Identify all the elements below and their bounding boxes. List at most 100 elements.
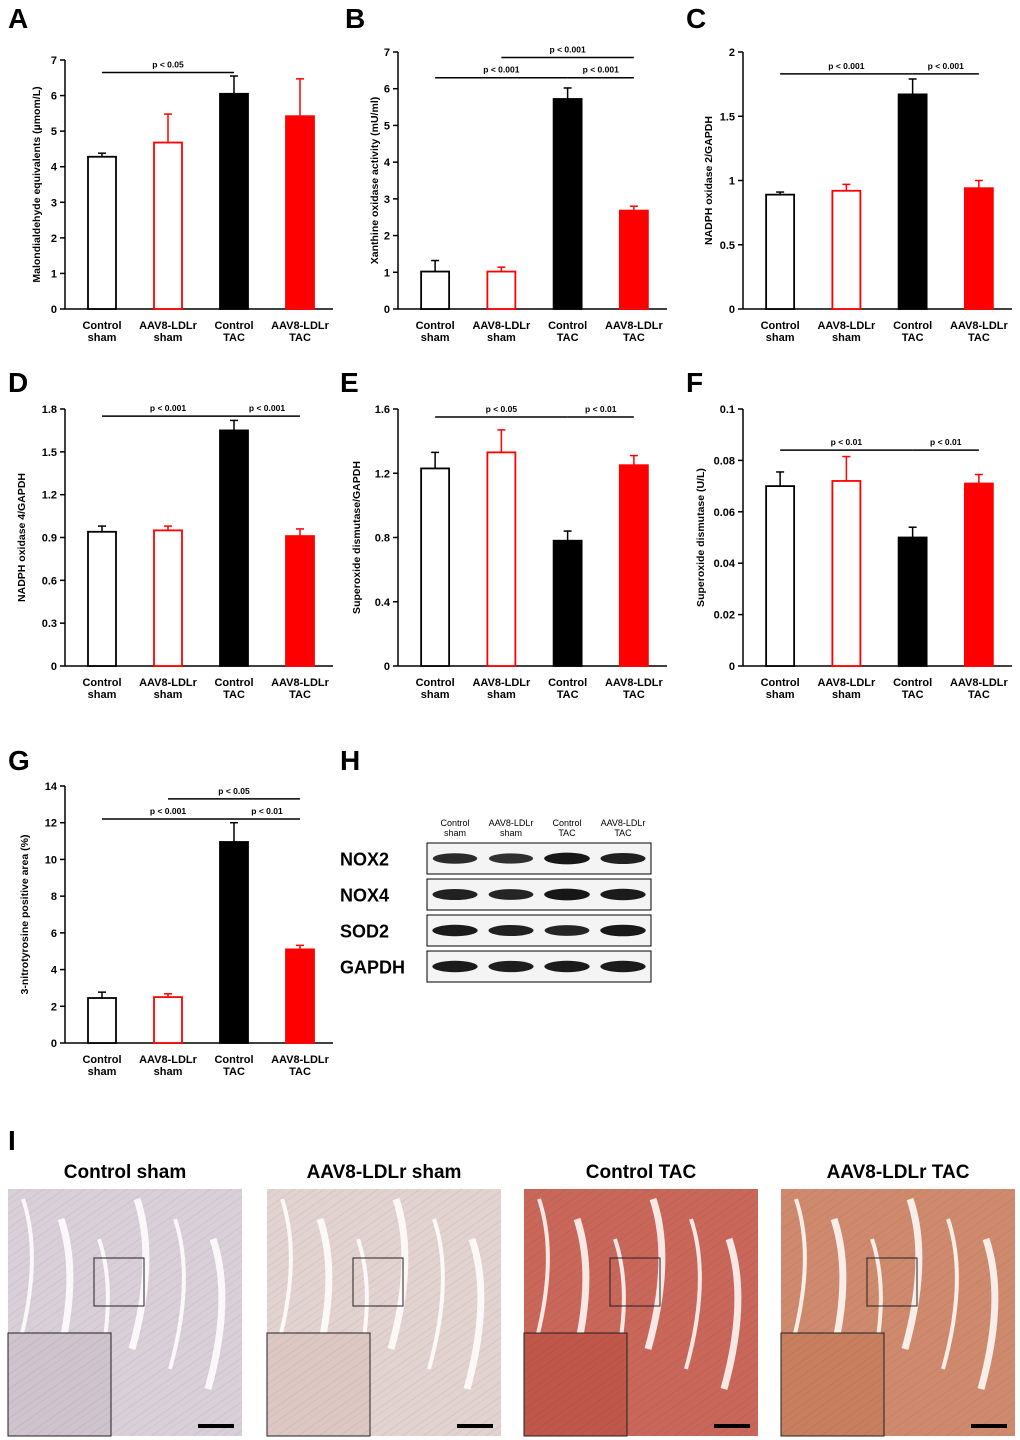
tissue-gap	[204, 1237, 226, 1390]
category-label: AAV8-LDLr TAC	[271, 320, 330, 344]
y-tick-label: 0.9	[42, 533, 57, 545]
category-label: AAV8-LDLr TAC	[605, 677, 664, 701]
category-label: Control TAC	[214, 320, 253, 344]
significance-label: p < 0.05	[152, 59, 184, 69]
y-tick-label: 10	[45, 854, 57, 866]
blot-column-label: AAV8-LDLr sham	[489, 818, 534, 838]
category-label-line: Control	[214, 320, 253, 332]
significance-label: p < 0.01	[585, 404, 617, 414]
significance-label: p < 0.05	[486, 404, 518, 414]
category-label-line: TAC	[902, 689, 924, 701]
tissue-gap	[16, 1198, 34, 1350]
bar	[486, 451, 517, 667]
blot-column-label-line: AAV8-LDLr	[489, 818, 534, 828]
blot-column-label-line: Control	[552, 818, 581, 828]
bar	[897, 536, 928, 667]
tissue-gap	[532, 1198, 550, 1350]
y-tick-label: 4	[51, 162, 58, 174]
category-label: Control TAC	[548, 677, 587, 701]
y-tick-label: 12	[45, 818, 57, 830]
category-label-line: TAC	[223, 689, 245, 701]
category-label-line: Control	[82, 320, 121, 332]
panel-label-b: B	[345, 3, 365, 34]
category-label-line: AAV8-LDLr	[605, 320, 664, 332]
category-label: Control TAC	[214, 677, 253, 701]
category-label-line: sham	[487, 332, 516, 344]
tissue-gap	[720, 1237, 742, 1390]
blot-band	[600, 924, 646, 937]
category-label-line: TAC	[223, 1066, 245, 1078]
chart-e: 0 0.4 0.8 1.2 1.6 Superoxide dismutase/GAPDH C…	[351, 404, 667, 701]
panel-label-c: C	[686, 3, 706, 34]
blot-band	[488, 924, 534, 937]
blot-column-label-line: TAC	[558, 828, 576, 838]
bar	[618, 464, 649, 667]
category-label-line: Control	[82, 1054, 121, 1066]
y-tick-label: 0	[729, 661, 735, 673]
histology-title: Control sham	[64, 1162, 186, 1183]
category-label-line: Control	[214, 677, 253, 689]
category-label: AAV8-LDLr sham	[472, 677, 531, 701]
category-label: AAV8-LDLr TAC	[950, 677, 1009, 701]
y-tick-label: 2	[51, 233, 57, 245]
category-label-line: sham	[832, 689, 861, 701]
category-label-line: AAV8-LDLr	[271, 1054, 330, 1066]
category-label: Control sham	[82, 677, 121, 701]
category-label-line: AAV8-LDLr	[817, 677, 876, 689]
y-tick-label: 0.8	[375, 533, 390, 545]
category-label-line: sham	[154, 1066, 183, 1078]
y-tick-label: 5	[51, 126, 57, 138]
bar	[219, 841, 249, 1044]
y-tick-label: 8	[51, 891, 57, 903]
significance-label: p < 0.001	[150, 806, 186, 816]
y-tick-label: 2	[51, 1001, 57, 1013]
category-label: AAV8-LDLr sham	[139, 677, 198, 701]
category-label-line: Control	[548, 677, 587, 689]
y-tick-label: 0	[384, 661, 390, 673]
bar	[897, 93, 928, 310]
y-tick-label: 3	[51, 197, 57, 209]
significance-label: p < 0.001	[928, 61, 964, 71]
blot-band	[488, 853, 534, 864]
scale-bar	[198, 1424, 234, 1428]
category-label-line: Control	[416, 320, 455, 332]
category-label: Control TAC	[893, 320, 932, 344]
category-label-line: AAV8-LDLr	[139, 1054, 198, 1066]
blot-band	[544, 852, 590, 865]
y-tick-label: 0.08	[714, 455, 735, 467]
blot-band	[544, 925, 590, 936]
y-axis-label: Superoxide dismutase (U/L)	[695, 468, 707, 607]
blot-column-label-line: Control	[440, 818, 469, 828]
y-tick-label: 0.5	[720, 240, 735, 252]
y-tick-label: 6	[51, 91, 57, 103]
category-label-line: Control	[893, 677, 932, 689]
bar	[285, 115, 315, 310]
y-tick-label: 4	[384, 157, 391, 169]
tissue-gap	[427, 1218, 445, 1370]
scale-bar	[714, 1424, 750, 1428]
y-tick-label: 6	[384, 84, 390, 96]
category-label: Control TAC	[214, 1054, 253, 1078]
tissue-gap	[644, 1197, 666, 1350]
bar	[87, 530, 117, 667]
category-label: Control sham	[82, 320, 121, 344]
significance-label: p < 0.01	[251, 806, 283, 816]
y-tick-label: 0	[51, 1038, 57, 1050]
y-tick-label: 1.2	[42, 490, 57, 502]
tissue-gap	[275, 1198, 293, 1350]
category-label-line: sham	[154, 332, 183, 344]
category-label-line: AAV8-LDLr	[817, 320, 876, 332]
zoom-inset-texture	[781, 1333, 884, 1436]
zoom-region-box	[352, 1257, 404, 1307]
tissue-gap	[387, 1197, 409, 1350]
y-tick-label: 0.06	[714, 507, 735, 519]
zoom-inset-texture	[267, 1333, 370, 1436]
category-label-line: TAC	[902, 332, 924, 344]
y-tick-label: 2	[384, 231, 390, 243]
category-label: AAV8-LDLr TAC	[271, 1054, 330, 1078]
bar	[219, 429, 249, 667]
blot-band	[432, 853, 478, 864]
bar	[153, 529, 183, 667]
